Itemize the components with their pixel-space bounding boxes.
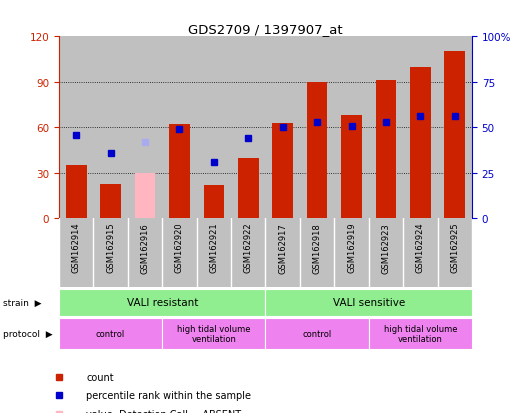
Text: GSM162918: GSM162918 [312, 222, 322, 273]
Text: protocol  ▶: protocol ▶ [3, 329, 52, 338]
Text: GSM162923: GSM162923 [382, 222, 390, 273]
Bar [169, 125, 190, 219]
Bar [438, 219, 472, 287]
Bar [403, 37, 438, 219]
Text: GSM162921: GSM162921 [209, 222, 219, 273]
Bar [334, 219, 369, 287]
Text: percentile rank within the sample: percentile rank within the sample [86, 390, 251, 400]
Bar [196, 37, 231, 219]
Text: GSM162924: GSM162924 [416, 222, 425, 273]
Bar [369, 37, 403, 219]
Bar [128, 219, 162, 287]
Text: VALI resistant: VALI resistant [127, 297, 198, 308]
Bar [135, 173, 155, 219]
Text: GSM162919: GSM162919 [347, 222, 356, 273]
Bar [93, 37, 128, 219]
Bar [265, 289, 472, 316]
Text: strain  ▶: strain ▶ [3, 298, 41, 307]
Bar [59, 318, 162, 349]
Bar [444, 52, 465, 219]
Text: GSM162922: GSM162922 [244, 222, 253, 273]
Bar [59, 289, 266, 316]
Bar [265, 219, 300, 287]
Text: control: control [96, 329, 125, 338]
Bar [196, 219, 231, 287]
Bar [438, 37, 472, 219]
Bar [403, 219, 438, 287]
Bar [300, 37, 334, 219]
Text: GSM162916: GSM162916 [141, 222, 149, 273]
Bar [300, 219, 334, 287]
Bar [307, 83, 327, 219]
Bar [162, 37, 196, 219]
Bar [162, 318, 265, 349]
Bar [204, 185, 224, 219]
Bar [128, 37, 162, 219]
Bar [334, 37, 369, 219]
Bar [100, 184, 121, 219]
Bar [231, 219, 266, 287]
Bar [272, 123, 293, 219]
Text: value, Detection Call = ABSENT: value, Detection Call = ABSENT [86, 409, 241, 413]
Bar [59, 219, 93, 287]
Text: GSM162915: GSM162915 [106, 222, 115, 273]
Text: control: control [303, 329, 332, 338]
Text: count: count [86, 372, 114, 382]
Bar [162, 219, 196, 287]
Bar [410, 67, 430, 219]
Bar [238, 158, 259, 219]
Text: high tidal volume
ventilation: high tidal volume ventilation [177, 324, 251, 343]
Text: GSM162925: GSM162925 [450, 222, 459, 273]
Bar [376, 81, 396, 219]
Bar [265, 37, 300, 219]
Bar [231, 37, 266, 219]
Bar [265, 318, 369, 349]
Text: GSM162920: GSM162920 [175, 222, 184, 273]
Bar [369, 219, 403, 287]
Bar [59, 37, 93, 219]
Bar [66, 166, 87, 219]
Text: VALI sensitive: VALI sensitive [332, 297, 405, 308]
Bar [341, 116, 362, 219]
Bar [93, 219, 128, 287]
Text: GSM162917: GSM162917 [278, 222, 287, 273]
Bar [369, 318, 472, 349]
Title: GDS2709 / 1397907_at: GDS2709 / 1397907_at [188, 23, 343, 36]
Text: GSM162914: GSM162914 [72, 222, 81, 273]
Text: high tidal volume
ventilation: high tidal volume ventilation [384, 324, 457, 343]
